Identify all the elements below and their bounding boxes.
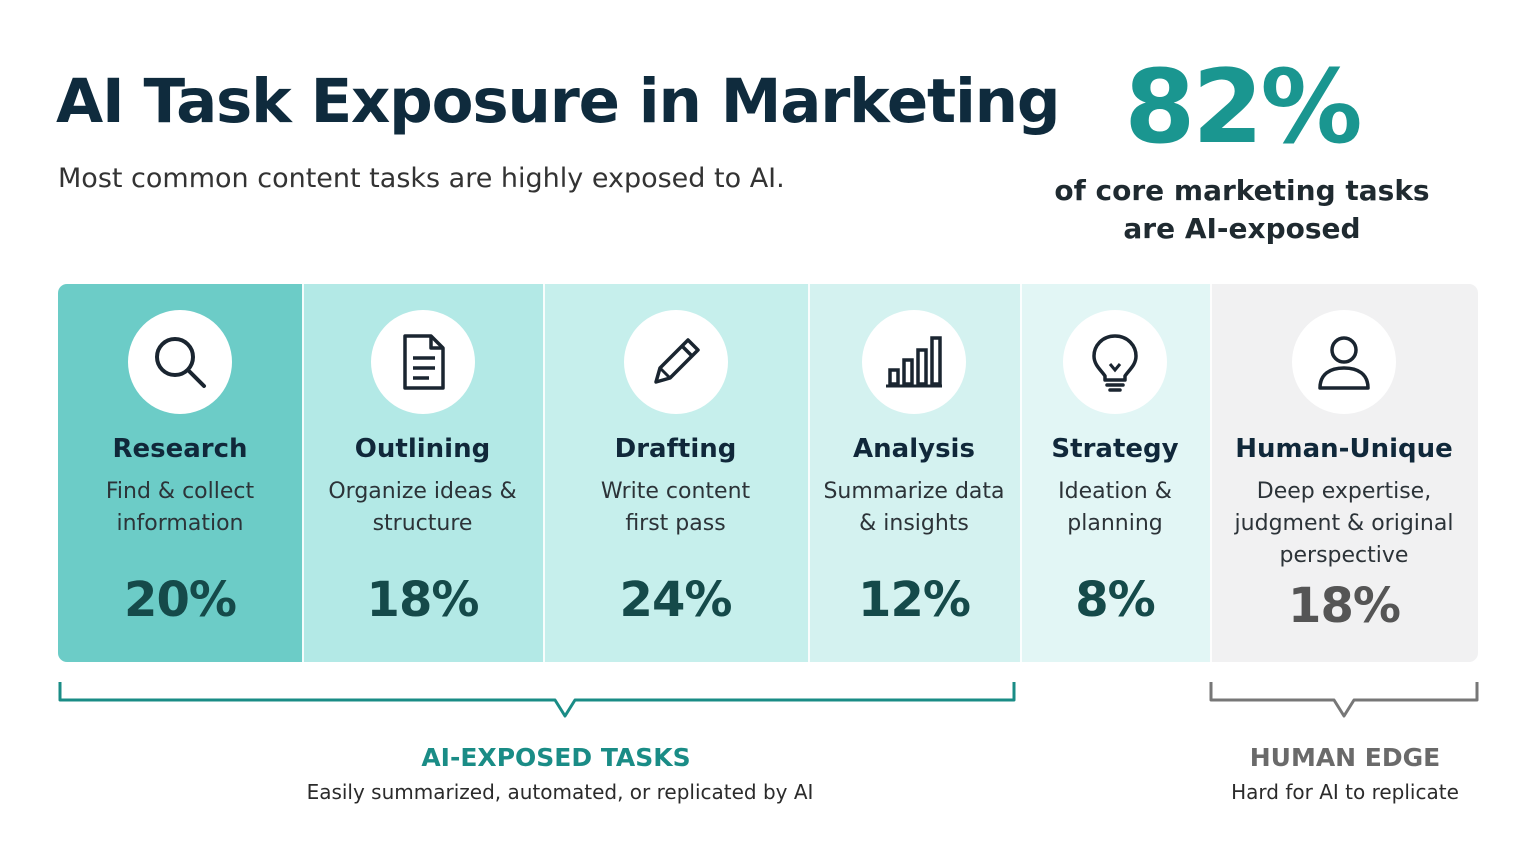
ai-exposed-label: AI-EXPOSED TASKS (421, 743, 691, 772)
headline-stat-value: 82% (1124, 48, 1362, 167)
task-description: Organize ideas & structure (328, 479, 517, 536)
human-edge-note: Hard for AI to replicate (1231, 780, 1459, 804)
headline-stat-caption: of core marketing tasks are AI-exposed (1054, 174, 1430, 245)
task-description: Summarize data & insights (823, 479, 1005, 536)
task-column-outlining: Outlining Organize ideas & structure 18% (302, 284, 543, 662)
ai-exposed-note: Easily summarized, automated, or replica… (306, 780, 814, 804)
task-description: Find & collect information (105, 479, 255, 536)
person-icon (1292, 310, 1396, 414)
task-share-value: 12% (858, 572, 971, 628)
magnifier-icon (128, 310, 232, 414)
task-share-value: 18% (366, 572, 480, 628)
task-name: Analysis (853, 434, 975, 464)
lightbulb-icon (1063, 310, 1167, 414)
human-edge-bracket (1209, 682, 1479, 718)
task-name: Outlining (354, 434, 491, 464)
task-category-band: Research Find & collect information 20% Out… (58, 284, 1478, 662)
task-name: Drafting (614, 434, 737, 464)
page-subtitle: Most common content tasks are highly exp… (58, 163, 785, 194)
task-share-value: 20% (124, 572, 237, 628)
task-name: Research (112, 434, 248, 464)
task-description: Ideation & planning (1058, 479, 1172, 536)
task-description: Deep expertise, judgment & original pers… (1234, 479, 1454, 568)
page-title: AI Task Exposure in Marketing (56, 66, 1061, 137)
task-column-drafting: Drafting Write content first pass 24% (543, 284, 808, 662)
human-edge-label: HUMAN EDGE (1249, 743, 1441, 772)
task-share-value: 18% (1288, 578, 1401, 634)
pencil-icon (623, 310, 728, 414)
bar-chart-icon (862, 310, 966, 414)
task-share-value: 8% (1075, 572, 1156, 628)
document-icon (370, 310, 475, 414)
task-column-human-unique: Human-Unique Deep expertise, judgment & o… (1210, 284, 1478, 662)
task-share-value: 24% (619, 572, 733, 628)
task-name: Strategy (1051, 434, 1179, 464)
task-column-strategy: Strategy Ideation & planning 8% (1020, 284, 1210, 662)
task-column-analysis: Analysis Summarize data & insights 12% (808, 284, 1020, 662)
task-column-research: Research Find & collect information 20% (58, 284, 302, 662)
task-name: Human-Unique (1235, 434, 1453, 464)
task-description: Write content first pass (600, 479, 751, 536)
ai-exposed-bracket (58, 682, 1016, 718)
